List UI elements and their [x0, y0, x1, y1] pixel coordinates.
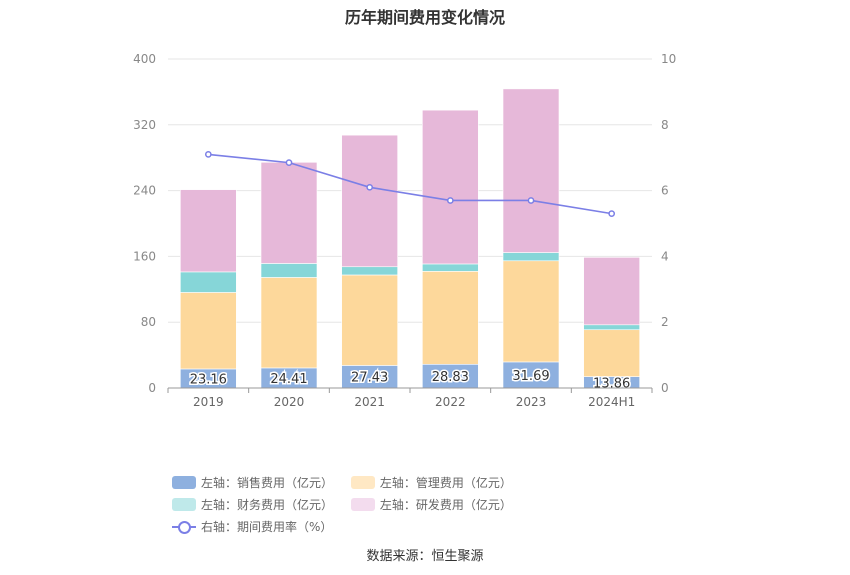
bar-admin: [341, 274, 398, 366]
legend-item-finance[interactable]: 左轴：财务费用（亿元）: [172, 493, 333, 515]
y-left-tick-label: 320: [133, 118, 156, 132]
bar-admin: [260, 277, 318, 369]
bar-admin: [180, 292, 237, 370]
y-left-tick-label: 80: [141, 315, 156, 329]
data-label: 28.83: [432, 370, 469, 385]
bar-finance: [422, 263, 479, 272]
legend-label-finance: 左轴：财务费用（亿元）: [201, 497, 334, 512]
legend-line-marker: [172, 520, 196, 534]
legend-label-admin: 左轴：管理费用（亿元）: [379, 475, 512, 490]
bar-rd: [341, 134, 398, 268]
legend-swatch-rd: [350, 497, 375, 511]
left-axis: 0 80 160 240 320 400: [133, 52, 156, 395]
bar-rd: [180, 189, 237, 273]
expense-ratio-point: [366, 183, 374, 191]
y-left-tick-label: 160: [133, 249, 156, 263]
bar-admin: [583, 329, 640, 377]
data-source: 数据来源：恒生聚源: [366, 549, 484, 564]
bar-rd: [422, 109, 479, 265]
bar-finance: [502, 252, 560, 262]
y-right-tick-label: 4: [661, 249, 669, 263]
chart-title: 历年期间费用变化情况: [344, 8, 505, 27]
right-axis: 0 2 4 6 8 10: [661, 52, 676, 395]
bar-finance: [180, 271, 237, 293]
bar-admin: [502, 260, 560, 363]
legend-label-sales: 左轴：销售费用（亿元）: [201, 475, 334, 490]
legend-item-expense-ratio[interactable]: 右轴：期间费用率（%）: [172, 515, 332, 537]
data-label: 31.69: [512, 369, 549, 384]
data-label: 24.41: [270, 372, 307, 387]
legend-swatch-sales: [172, 475, 196, 489]
legend: 左轴：销售费用（亿元） 左轴：管理费用（亿元） 左轴：财务费用（亿元） 左轴：研…: [172, 471, 692, 537]
bar-rd: [583, 257, 640, 326]
x-axis: 2019 2020 2021 2022 2023 2024H1: [167, 387, 653, 409]
data-label: 13.86: [593, 376, 630, 391]
y-right-tick-label: 6: [661, 184, 669, 198]
legend-swatch-admin: [350, 475, 375, 489]
bar-finance: [341, 266, 398, 276]
x-tick-label: 2022: [435, 395, 466, 409]
y-right-tick-label: 2: [661, 315, 669, 329]
x-tick-label: 2020: [274, 395, 305, 409]
expense-ratio-point: [527, 197, 535, 204]
bar-rd: [502, 88, 560, 253]
gridlines: [168, 58, 652, 323]
bar-rd: [260, 161, 318, 264]
bar-sales: [502, 361, 560, 389]
x-tick-label: 2023: [516, 395, 547, 409]
expense-ratio-point: [446, 197, 454, 204]
legend-item-sales[interactable]: 左轴：销售费用（亿元）: [172, 471, 333, 493]
bar-finance: [583, 324, 640, 331]
expense-ratio-line: [208, 153, 612, 215]
expense-ratio-point: [204, 151, 212, 158]
line-series: [204, 151, 616, 217]
x-tick-label: 2019: [193, 395, 224, 409]
legend-label-rd: 左轴：研发费用（亿元）: [379, 497, 512, 512]
legend-label-expense-ratio: 右轴：期间费用率（%）: [201, 519, 333, 534]
bar-admin: [422, 271, 479, 365]
x-tick-label: 2021: [354, 395, 385, 409]
expense-ratio-point: [285, 159, 293, 166]
x-tick-label: 2024H1: [588, 395, 635, 409]
bar-series: [180, 88, 640, 389]
y-left-tick-label: 400: [133, 52, 156, 66]
legend-item-admin[interactable]: 左轴：管理费用（亿元）: [350, 471, 512, 493]
legend-swatch-finance: [172, 497, 196, 511]
bar-finance: [260, 263, 318, 278]
expense-ratio-point: [608, 210, 616, 217]
y-right-tick-label: 8: [661, 118, 669, 132]
y-right-tick-label: 10: [661, 52, 676, 66]
y-right-tick-label: 0: [661, 381, 669, 395]
legend-item-rd[interactable]: 左轴：研发费用（亿元）: [350, 493, 512, 515]
y-left-tick-label: 240: [133, 184, 156, 198]
data-label: 23.16: [190, 372, 227, 387]
data-label: 27.43: [351, 371, 388, 386]
y-left-tick-label: 0: [148, 381, 156, 395]
